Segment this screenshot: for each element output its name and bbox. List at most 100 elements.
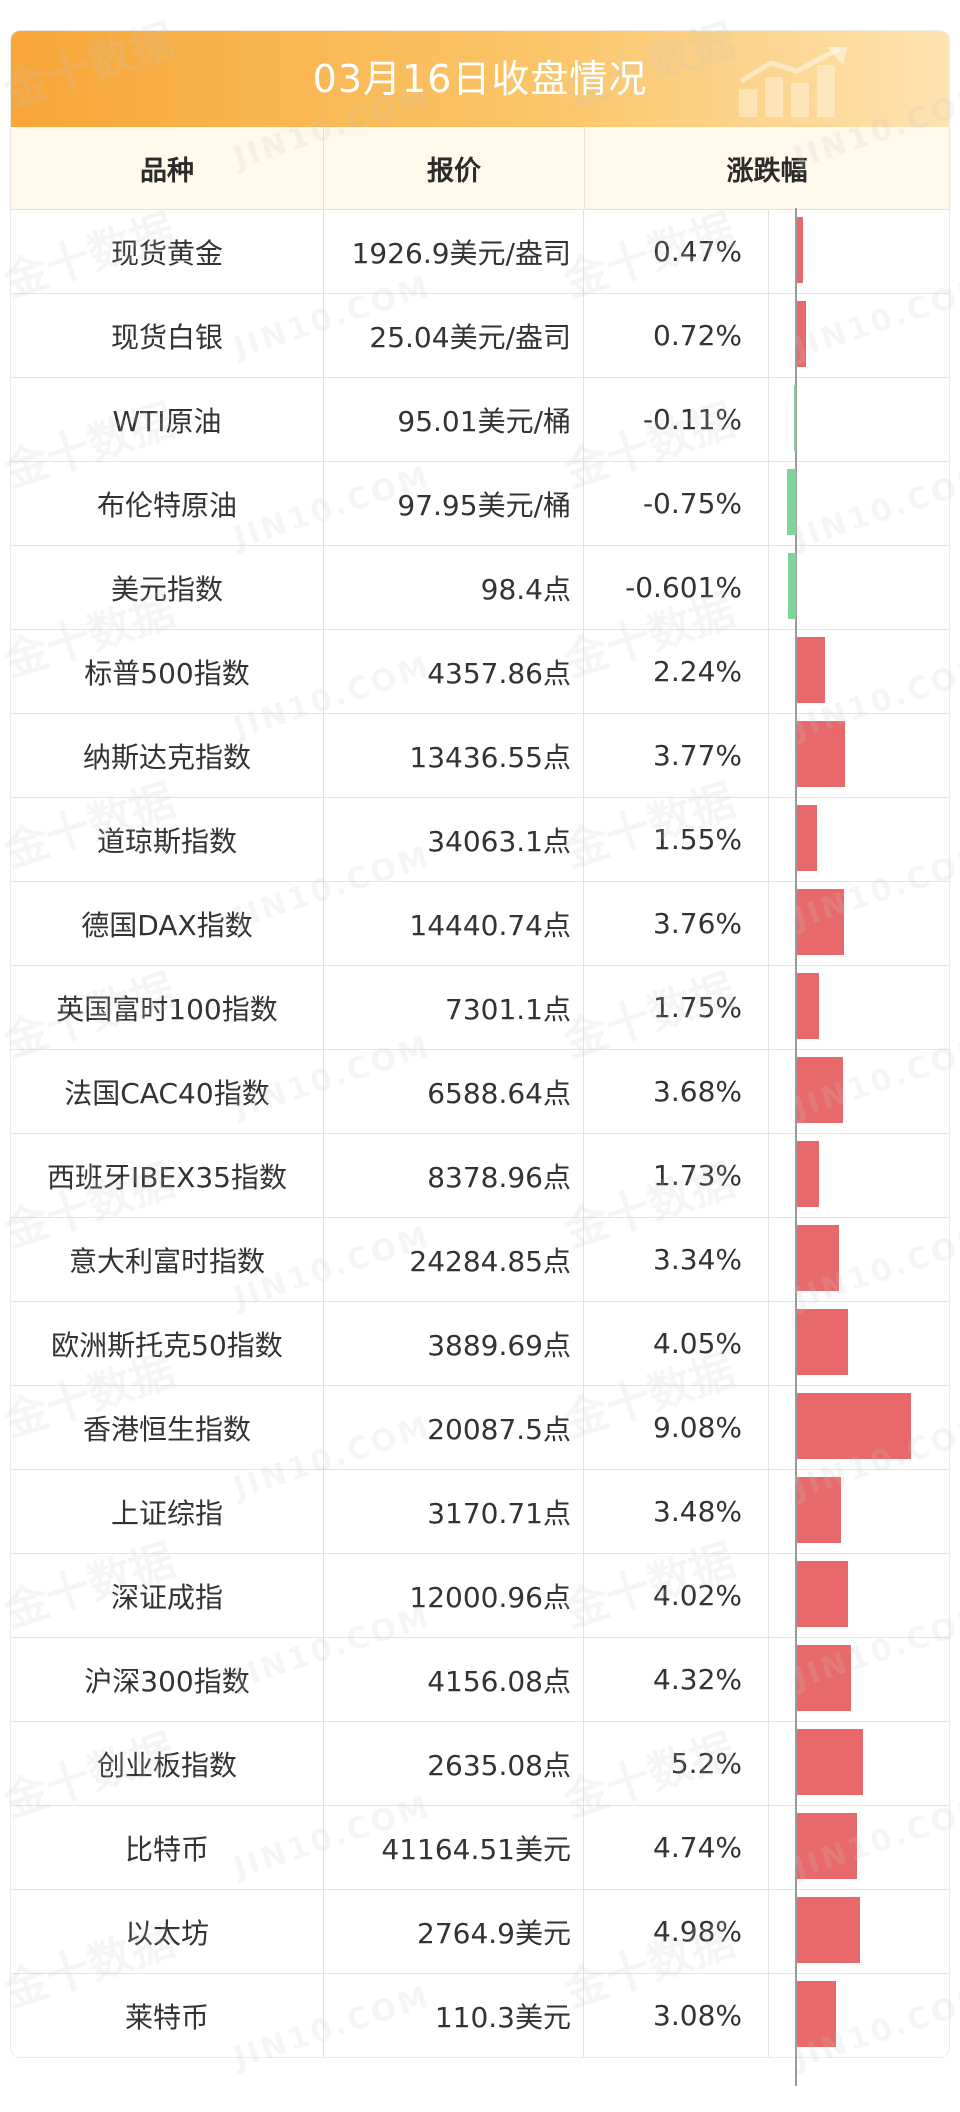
column-divider (768, 546, 769, 629)
change-percent: 3.08% (653, 1999, 742, 2032)
change-cell: 2.24% (584, 630, 948, 713)
change-percent: -0.11% (642, 403, 742, 436)
quote-value: 12000.96点 (324, 1554, 584, 1637)
column-divider (768, 1890, 769, 1973)
variety-name: 深证成指 (11, 1554, 324, 1637)
change-bar (797, 721, 845, 787)
variety-name: 纳斯达克指数 (11, 714, 324, 797)
table-row: 创业板指数 2635.08点 5.2% (11, 1722, 949, 1806)
table-body: 现货黄金 1926.9美元/盎司 0.47% 现货白银 25.04美元/盎司 0.72% W… (11, 210, 949, 2057)
change-cell: 0.72% (584, 294, 948, 377)
quote-value: 3889.69点 (324, 1302, 584, 1385)
variety-name: 美元指数 (11, 546, 324, 629)
quote-value: 98.4点 (324, 546, 584, 629)
quote-value: 2635.08点 (324, 1722, 584, 1805)
quote-value: 97.95美元/桶 (324, 462, 584, 545)
quote-value: 25.04美元/盎司 (324, 294, 584, 377)
change-percent: 4.02% (653, 1579, 742, 1612)
quote-value: 7301.1点 (324, 966, 584, 1049)
change-cell: 5.2% (584, 1722, 948, 1805)
change-bar (797, 1393, 912, 1459)
change-percent: 4.05% (653, 1327, 742, 1360)
variety-name: 香港恒生指数 (11, 1386, 324, 1469)
change-cell: 3.77% (584, 714, 948, 797)
change-cell: 0.47% (584, 210, 948, 293)
quote-value: 20087.5点 (324, 1386, 584, 1469)
quote-value: 41164.51美元 (324, 1806, 584, 1889)
table-row: 沪深300指数 4156.08点 4.32% (11, 1638, 949, 1722)
variety-name: 比特币 (11, 1806, 324, 1889)
change-bar (797, 1057, 844, 1123)
column-divider (768, 1050, 769, 1133)
change-percent: 3.48% (653, 1495, 742, 1528)
change-percent: 9.08% (653, 1411, 742, 1444)
change-percent: 1.73% (653, 1159, 742, 1192)
variety-name: 上证综指 (11, 1470, 324, 1553)
change-bar (797, 805, 817, 871)
change-bar (797, 1729, 863, 1795)
table-row: 上证综指 3170.71点 3.48% (11, 1470, 949, 1554)
column-divider (768, 1470, 769, 1553)
change-percent: 0.72% (653, 319, 742, 352)
column-divider (768, 378, 769, 461)
change-bar (797, 1225, 840, 1291)
column-divider (768, 1722, 769, 1805)
change-percent: 4.98% (653, 1915, 742, 1948)
column-divider (768, 1554, 769, 1637)
quote-value: 110.3美元 (324, 1974, 584, 2057)
quote-value: 3170.71点 (324, 1470, 584, 1553)
variety-name: 莱特币 (11, 1974, 324, 2057)
change-cell: -0.75% (584, 462, 948, 545)
page-title: 03月16日收盘情况 (312, 57, 648, 101)
column-divider (768, 714, 769, 797)
change-bar (786, 469, 796, 535)
variety-name: 道琼斯指数 (11, 798, 324, 881)
column-divider (768, 1134, 769, 1217)
change-bar (797, 973, 820, 1039)
table-row: 现货黄金 1926.9美元/盎司 0.47% (11, 210, 949, 294)
change-cell: 3.68% (584, 1050, 948, 1133)
change-cell: 4.02% (584, 1554, 948, 1637)
quote-value: 13436.55点 (324, 714, 584, 797)
change-cell: 3.08% (584, 1974, 948, 2057)
change-bar (797, 889, 845, 955)
variety-name: 以太坊 (11, 1890, 324, 1973)
column-divider (768, 1302, 769, 1385)
column-divider (768, 210, 769, 293)
change-cell: 4.74% (584, 1806, 948, 1889)
table-row: 道琼斯指数 34063.1点 1.55% (11, 798, 949, 882)
change-cell: -0.11% (584, 378, 948, 461)
table-row: 现货白银 25.04美元/盎司 0.72% (11, 294, 949, 378)
table-row: 意大利富时指数 24284.85点 3.34% (11, 1218, 949, 1302)
quote-value: 4357.86点 (324, 630, 584, 713)
header-change: 涨跌幅 (726, 155, 808, 187)
change-cell: 3.34% (584, 1218, 948, 1301)
table-row: 标普500指数 4357.86点 2.24% (11, 630, 949, 714)
change-bar (797, 1981, 836, 2047)
change-bar (797, 1645, 852, 1711)
zero-axis (795, 208, 797, 2086)
column-divider (768, 1806, 769, 1889)
change-percent: 2.24% (653, 655, 742, 688)
table-header: 品种 报价 涨跌幅 (11, 127, 949, 210)
change-percent: 0.47% (653, 235, 742, 268)
quote-value: 6588.64点 (324, 1050, 584, 1133)
variety-name: 英国富时100指数 (11, 966, 324, 1049)
variety-name: 布伦特原油 (11, 462, 324, 545)
variety-name: 创业板指数 (11, 1722, 324, 1805)
quote-value: 1926.9美元/盎司 (324, 210, 584, 293)
change-percent: 3.77% (653, 739, 742, 772)
column-divider (768, 798, 769, 881)
column-divider (768, 1638, 769, 1721)
variety-name: WTI原油 (11, 378, 324, 461)
table-row: 西班牙IBEX35指数 8378.96点 1.73% (11, 1134, 949, 1218)
column-divider (768, 966, 769, 1049)
column-divider (768, 294, 769, 377)
change-percent: -0.75% (642, 487, 742, 520)
change-cell: 4.05% (584, 1302, 948, 1385)
change-cell: 4.98% (584, 1890, 948, 1973)
variety-name: 欧洲斯托克50指数 (11, 1302, 324, 1385)
header-quote: 报价 (324, 127, 585, 209)
change-percent: 1.75% (653, 991, 742, 1024)
market-close-card: 03月16日收盘情况 品种 报价 涨跌幅 现货黄金 1926.9美元/盎司 0.47… (10, 30, 950, 2058)
